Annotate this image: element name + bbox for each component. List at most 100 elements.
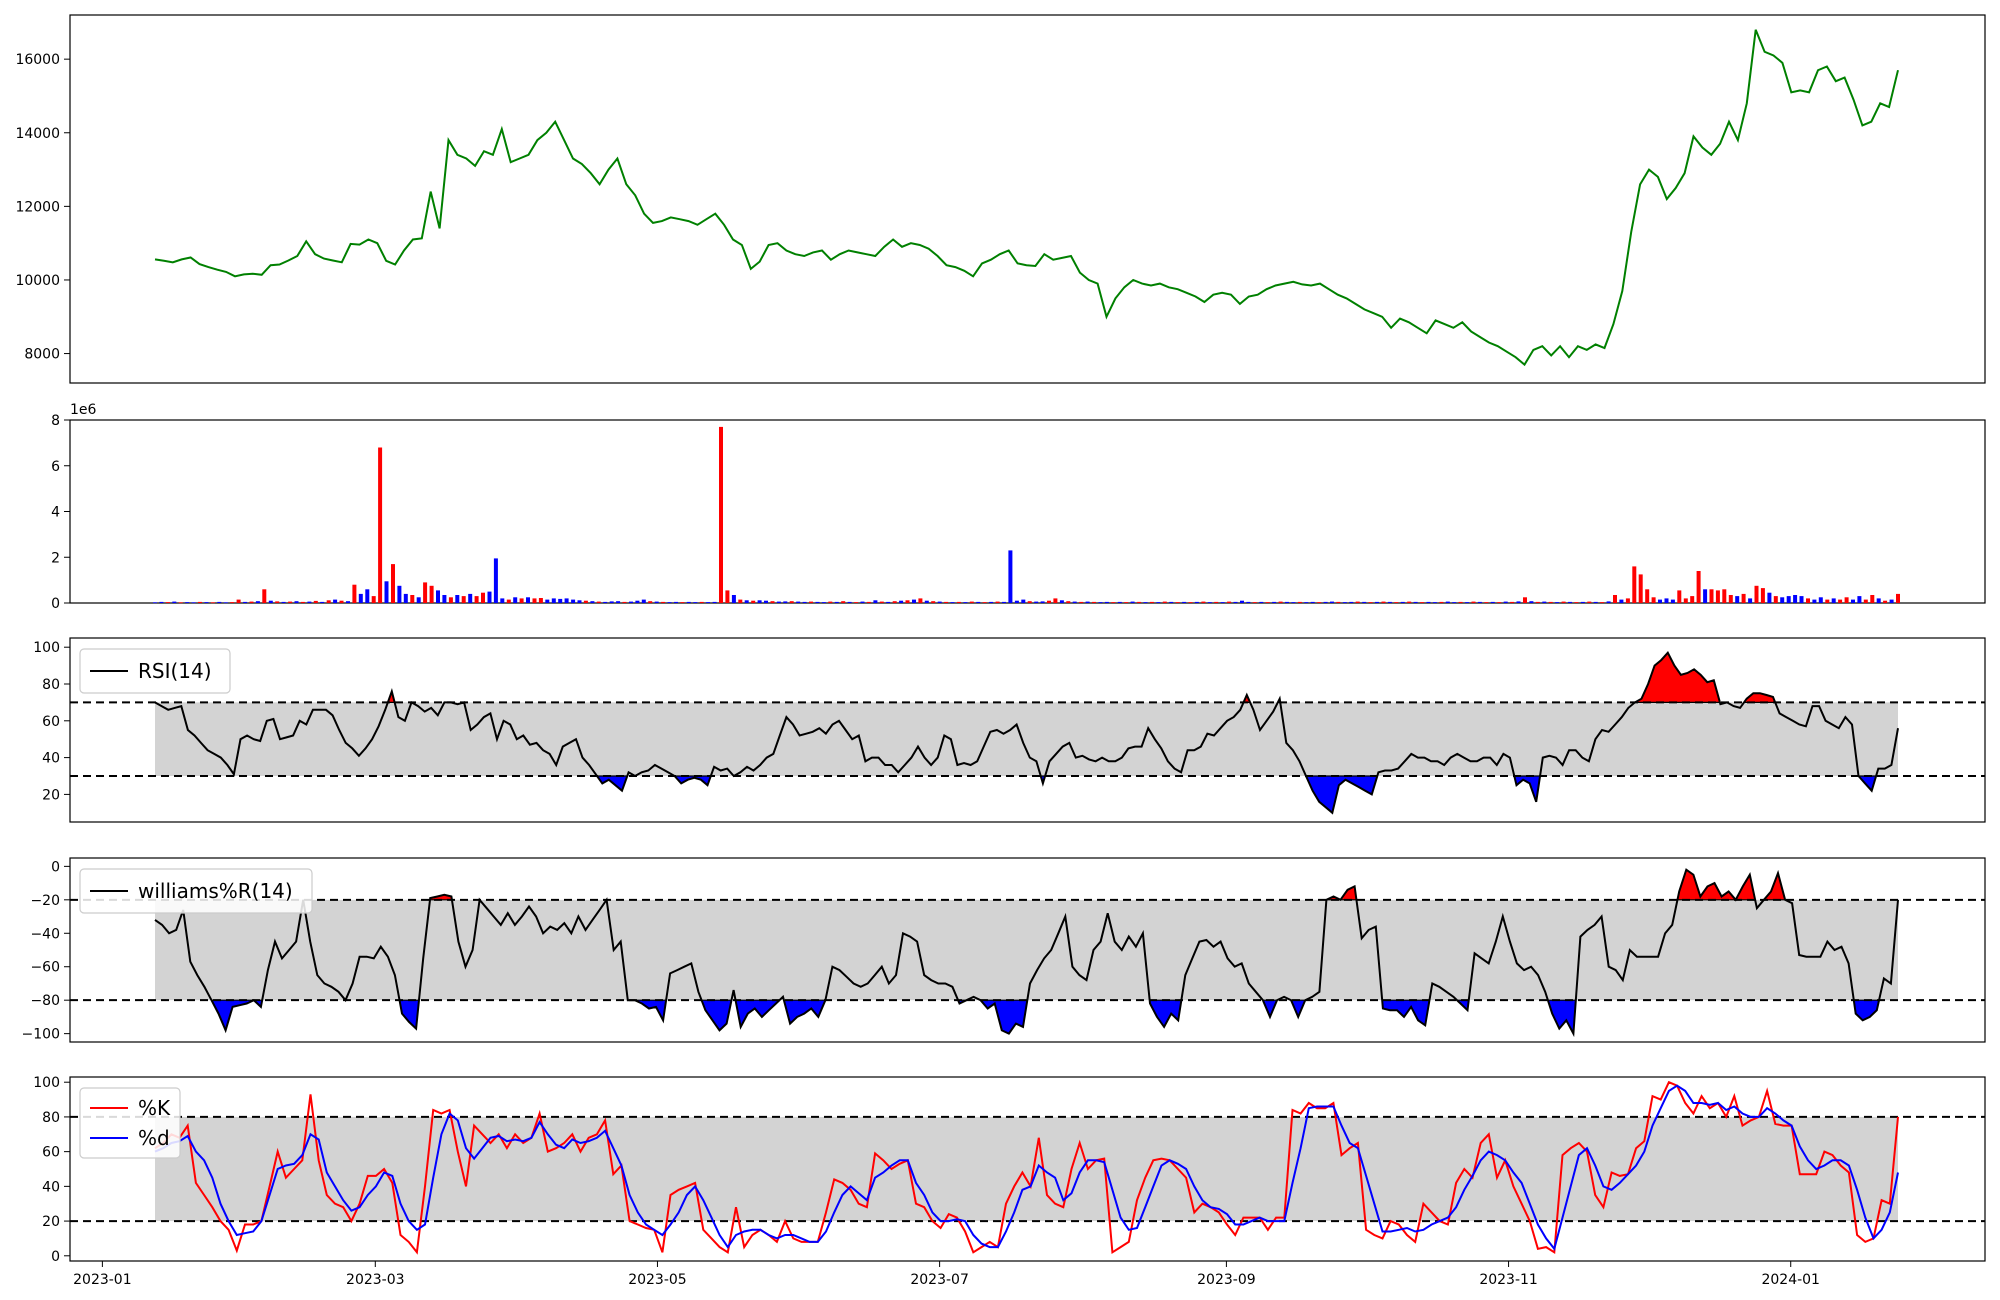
volume-ytick-label: 8 [51, 413, 60, 429]
volume-bar [815, 601, 820, 603]
volume-bar [1876, 598, 1881, 603]
rsi-legend-label: RSI(14) [138, 659, 212, 683]
volume-bar [1741, 593, 1746, 603]
volume-bar [1580, 601, 1585, 603]
volume-bar [1323, 601, 1328, 603]
volume-bar [410, 595, 415, 603]
volume-bar [1510, 601, 1515, 603]
volume-bar [616, 601, 621, 603]
volume-bar [1722, 589, 1727, 603]
volume-bar [1002, 601, 1006, 603]
stochastic-ytick-label: 60 [42, 1145, 60, 1161]
volume-bar [416, 597, 421, 603]
volume-bar [899, 600, 904, 603]
volume-bar [957, 601, 961, 603]
rsi-ytick-label: 100 [33, 640, 60, 656]
volume-bar [1252, 602, 1257, 603]
rsi-legend [79, 648, 231, 694]
volume-bar [1445, 601, 1450, 603]
volume-bar [1104, 601, 1109, 603]
chart-layer: 800010000120001400016000024681e620406080… [15, 14, 1986, 1288]
volume-bar [165, 602, 170, 603]
volume-bar [751, 600, 756, 603]
volume-bar [1452, 602, 1457, 603]
volume-bar [989, 601, 994, 603]
volume-bar [1362, 601, 1367, 603]
volume-bar [1619, 599, 1624, 603]
volume-bar [333, 599, 338, 603]
volume-bar [1812, 599, 1817, 603]
volume-bar [1690, 596, 1695, 603]
x-axis-tick-label: 2023-09 [1197, 1272, 1256, 1288]
volume-bar [1696, 571, 1701, 603]
stochastic-legend-label: %d [138, 1126, 170, 1150]
volume-bar [1542, 601, 1547, 603]
volume-bar [1014, 600, 1019, 603]
volume-bar [1117, 601, 1122, 603]
volume-bar [481, 592, 485, 603]
volume-bar [1407, 601, 1412, 603]
price-ytick-label: 16000 [15, 52, 60, 68]
x-axis-tick-label: 2023-05 [628, 1272, 687, 1288]
williams-line [154, 868, 1899, 1038]
price-line [154, 29, 1899, 367]
volume-bar [1477, 601, 1482, 603]
volume-bar [1471, 601, 1476, 603]
volume-bar [281, 601, 286, 603]
volume-bar [1889, 599, 1894, 603]
volume-bar [448, 597, 453, 603]
volume-bar [1490, 601, 1495, 603]
volume-bar [320, 601, 325, 603]
williams-ytick-label: 0 [51, 859, 60, 875]
volume-bar [1265, 602, 1270, 603]
volume-bar [1645, 589, 1650, 603]
volume-bar [789, 601, 794, 603]
stochastic-ytick-label: 20 [42, 1214, 60, 1230]
volume-bar [1220, 602, 1225, 603]
volume-bar [1529, 601, 1534, 603]
volume-bar [821, 602, 826, 603]
volume-bar [1111, 602, 1116, 603]
volume-bar [879, 601, 884, 603]
volume-bar [1658, 599, 1662, 603]
volume-bar [243, 601, 248, 603]
volume-bar [1857, 596, 1862, 603]
volume-bar [217, 601, 222, 603]
volume-bar [1040, 601, 1045, 603]
volume-bar [159, 601, 164, 603]
volume-bar [1066, 601, 1071, 603]
volume-bar [526, 597, 530, 603]
stochastic-ytick-label: 0 [51, 1249, 60, 1265]
volume-bar [1272, 601, 1277, 603]
volume-bar [1072, 601, 1077, 603]
volume-bar [1606, 601, 1611, 603]
volume-bar [1259, 601, 1264, 603]
volume-bar [191, 602, 196, 604]
volume-bar [699, 601, 704, 603]
volume-bar [1240, 600, 1244, 603]
williams-ytick-label: −80 [30, 993, 60, 1009]
volume-bar [1548, 601, 1553, 603]
volume-bar [635, 600, 640, 603]
volume-bar [1555, 602, 1560, 603]
volume-bar [185, 602, 190, 603]
volume-bar [596, 601, 601, 603]
williams-ytick-label: −100 [22, 1027, 60, 1043]
volume-bar [609, 601, 614, 603]
volume-bar [1497, 602, 1502, 603]
price-axes-frame [69, 14, 1986, 384]
williams-neutral-band [155, 899, 1898, 1001]
volume-bar [1214, 601, 1219, 603]
volume-bar [783, 601, 788, 603]
volume-bar [886, 601, 891, 603]
volume-bar [538, 598, 543, 603]
volume-bar [1818, 597, 1823, 603]
volume-bar [551, 598, 556, 603]
volume-bar [841, 601, 846, 603]
price-ytick-label: 14000 [15, 126, 60, 142]
volume-bar [172, 601, 177, 603]
volume-bar [545, 599, 550, 603]
volume-bar [326, 600, 331, 603]
volume-bar [429, 585, 434, 603]
volume-bar [770, 601, 775, 603]
